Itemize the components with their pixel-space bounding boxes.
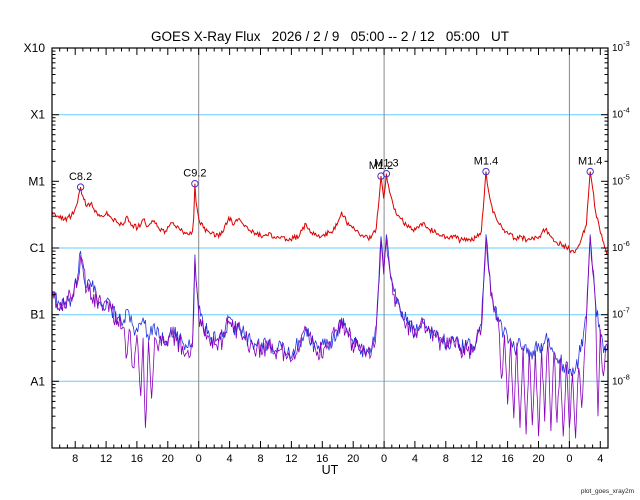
x-tick-label: 12 [285,453,297,465]
flare-label: C9.2 [183,168,206,180]
x-tick-label: 12 [100,453,112,465]
y-left-label: C1 [30,241,46,255]
flare-label: M1.4 [474,156,498,168]
y-right-label: 10-3 [612,39,630,54]
flare-marker [191,180,199,188]
x-tick-label: 0 [381,453,387,465]
flare-marker [482,167,490,176]
y-right-label: 10-7 [612,306,630,321]
axis-ticks [52,48,608,448]
x-tick-label: 20 [347,453,359,465]
y-right-label: 10-8 [612,372,630,387]
y-left-label: M1 [28,174,45,188]
y-right-label: 10-6 [612,239,630,254]
flare-marker [382,170,391,178]
flare-label: M1.4 [578,156,602,168]
flare-label: C8.2 [69,171,92,183]
x-tick-label: 20 [532,453,544,465]
x-tick-label: 8 [72,453,78,465]
series-line-purple [52,236,608,439]
series-line-blue [52,234,608,377]
flare-label: M1.3 [374,158,398,170]
y-left-label: X10 [24,41,46,55]
y-right-label: 10-5 [612,172,630,187]
x-tick-label: 4 [227,453,233,465]
x-tick-label: 8 [443,453,449,465]
flare-marker [586,167,594,176]
y-left-label: B1 [30,308,45,322]
x-tick-label: 8 [257,453,263,465]
flare-label: M1.2 [369,160,393,172]
x-tick-label: 20 [162,453,174,465]
x-tick-label: 16 [316,453,328,465]
x-tick-label: 4 [597,453,603,465]
y-left-label: X1 [30,108,45,122]
x-axis-label: UT [321,463,339,477]
flare-marker [76,183,85,191]
x-tick-label: 16 [501,453,513,465]
x-tick-label: 0 [196,453,202,465]
x-tick-label: 12 [471,453,483,465]
watermark-text: plot_goes_xray2m [580,488,634,495]
series-line-red [52,171,608,255]
x-tick-label: 4 [412,453,418,465]
y-left-label: A1 [30,374,45,388]
y-right-label: 10-4 [612,106,630,121]
chart-title: GOES X-Ray Flux 2026 / 2 / 9 05:00 -- 2 … [151,29,509,44]
x-tick-label: 0 [566,453,572,465]
x-tick-label: 16 [131,453,143,465]
